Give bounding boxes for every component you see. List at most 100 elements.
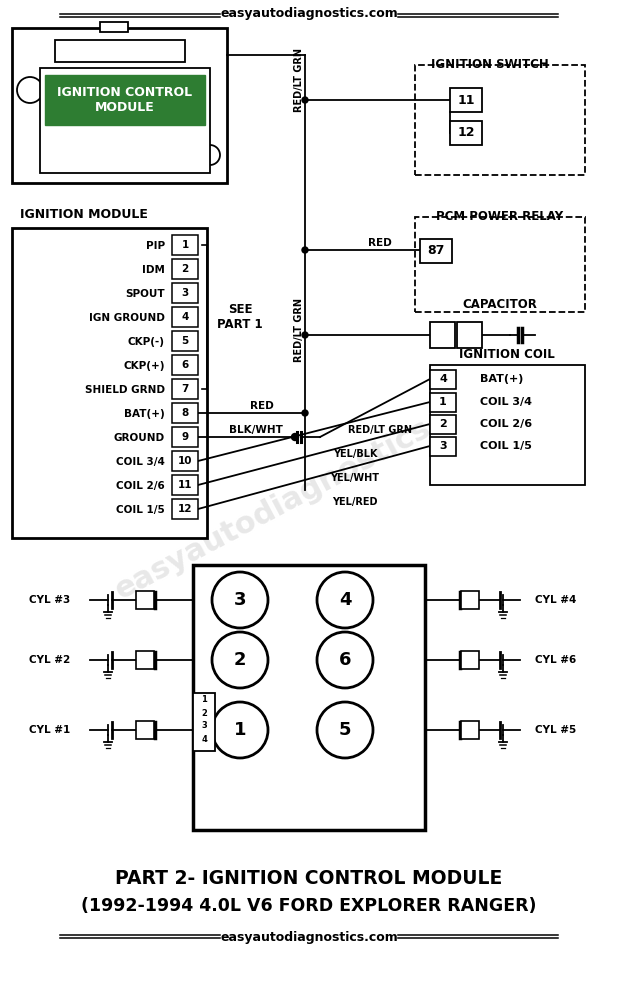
Text: RED/LT GRN: RED/LT GRN (294, 298, 304, 362)
Text: 11: 11 (457, 93, 475, 107)
Text: IGNITION COIL: IGNITION COIL (459, 348, 555, 361)
Text: 3: 3 (181, 288, 188, 298)
Circle shape (212, 572, 268, 628)
Circle shape (200, 145, 220, 165)
Text: 2: 2 (201, 709, 207, 718)
Text: COIL 1/5: COIL 1/5 (116, 505, 165, 515)
Bar (136, 721, 154, 739)
Bar (457, 322, 482, 348)
Circle shape (302, 247, 308, 253)
Text: CYL #2: CYL #2 (29, 655, 70, 665)
Text: easyautodiagnostics.com: easyautodiagnostics.com (220, 8, 398, 21)
Bar (172, 235, 198, 255)
Bar (172, 355, 198, 375)
Text: 1: 1 (234, 721, 246, 739)
Text: 7: 7 (181, 384, 188, 394)
Bar (45, 75, 205, 125)
Text: CKP(-): CKP(-) (128, 337, 165, 347)
Bar (136, 651, 154, 669)
Text: CYL #4: CYL #4 (535, 595, 577, 605)
Bar (430, 437, 456, 456)
Bar (415, 65, 585, 175)
Text: YEL/WHT: YEL/WHT (331, 473, 379, 483)
Bar (100, 22, 128, 32)
Circle shape (317, 572, 373, 628)
Text: easyautodiagnostics.com: easyautodiagnostics.com (110, 375, 508, 605)
Bar (420, 239, 452, 263)
Bar (430, 322, 455, 348)
Text: (1992-1994 4.0L V6 FORD EXPLORER RANGER): (1992-1994 4.0L V6 FORD EXPLORER RANGER) (81, 897, 537, 915)
Text: SPOUT: SPOUT (125, 289, 165, 299)
Text: RED/LT GRN: RED/LT GRN (348, 425, 412, 435)
Circle shape (212, 702, 268, 758)
Bar (55, 40, 185, 62)
Text: 2: 2 (234, 651, 246, 669)
Text: COIL 2/6: COIL 2/6 (480, 419, 532, 429)
Text: COIL 3/4: COIL 3/4 (480, 397, 532, 407)
Circle shape (292, 434, 298, 441)
Text: 3: 3 (439, 441, 447, 451)
Bar (12, 28, 227, 183)
Text: 11: 11 (178, 480, 192, 490)
Text: CKP(+): CKP(+) (124, 361, 165, 371)
Bar (172, 283, 198, 303)
Text: RED: RED (250, 401, 274, 411)
Text: CYL #3: CYL #3 (29, 595, 70, 605)
Text: IGNITION MODULE: IGNITION MODULE (20, 209, 148, 222)
Text: YEL/RED: YEL/RED (332, 497, 378, 507)
Text: BAT(+): BAT(+) (480, 374, 523, 384)
Bar (430, 365, 585, 485)
Text: CAPACITOR: CAPACITOR (462, 299, 538, 312)
Text: SEE
PART 1: SEE PART 1 (217, 303, 263, 331)
Bar (172, 451, 198, 471)
Text: 10: 10 (178, 456, 192, 466)
Bar (430, 370, 456, 389)
Text: SHIELD GRND: SHIELD GRND (85, 385, 165, 395)
Bar (172, 379, 198, 399)
Bar (172, 307, 198, 327)
Text: CYL #5: CYL #5 (535, 725, 576, 735)
Bar (172, 259, 198, 279)
Text: 12: 12 (457, 127, 475, 140)
Bar (172, 403, 198, 423)
Text: BLK/WHT: BLK/WHT (229, 425, 283, 435)
Text: 4: 4 (181, 312, 188, 322)
Text: 3: 3 (201, 722, 207, 731)
Text: 5: 5 (181, 336, 188, 346)
Text: BAT(+): BAT(+) (124, 409, 165, 419)
Bar (172, 475, 198, 495)
Text: GROUND: GROUND (114, 433, 165, 443)
Bar (193, 565, 425, 830)
Text: RED/LT GRN: RED/LT GRN (294, 48, 304, 112)
Text: 6: 6 (339, 651, 351, 669)
Text: 4: 4 (339, 591, 351, 609)
Text: 1: 1 (181, 240, 188, 250)
Circle shape (17, 77, 43, 103)
Bar (40, 68, 210, 173)
Text: 3: 3 (234, 591, 246, 609)
Text: 12: 12 (178, 504, 192, 514)
Text: 1: 1 (201, 696, 207, 705)
Text: 4: 4 (201, 735, 207, 743)
Circle shape (302, 410, 308, 416)
Text: IGNITION SWITCH: IGNITION SWITCH (431, 58, 549, 71)
Bar (172, 331, 198, 351)
Text: 2: 2 (181, 264, 188, 274)
Bar (461, 591, 479, 609)
Text: PCM POWER RELAY: PCM POWER RELAY (436, 211, 564, 224)
Text: COIL 1/5: COIL 1/5 (480, 441, 532, 451)
Bar (12, 228, 207, 538)
Text: easyautodiagnostics.com: easyautodiagnostics.com (220, 931, 398, 943)
Text: YEL/BLK: YEL/BLK (332, 449, 377, 459)
Bar (450, 121, 482, 145)
Bar (430, 415, 456, 434)
Circle shape (317, 632, 373, 688)
Text: COIL 3/4: COIL 3/4 (116, 457, 165, 467)
Text: RED: RED (368, 238, 392, 248)
Circle shape (302, 97, 308, 103)
Text: 5: 5 (339, 721, 351, 739)
Text: 4: 4 (439, 374, 447, 384)
Bar (415, 217, 585, 312)
Bar (172, 499, 198, 519)
Bar (450, 88, 482, 112)
